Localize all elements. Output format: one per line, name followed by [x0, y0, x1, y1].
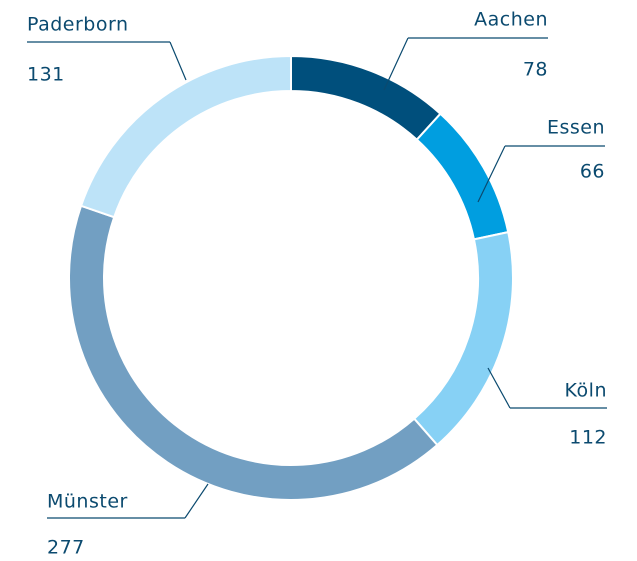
donut-segment	[290, 54, 442, 142]
value-label: 112	[569, 427, 607, 449]
donut-segment	[415, 112, 510, 241]
leader-line	[477, 145, 605, 203]
leader-line	[487, 367, 607, 409]
leader-line	[47, 483, 209, 519]
category-label: Essen	[547, 117, 605, 139]
category-label: Paderborn	[27, 14, 129, 36]
donut-segment	[79, 54, 292, 219]
value-label: 131	[27, 64, 65, 86]
value-label: 78	[523, 59, 548, 81]
donut-segment	[68, 204, 439, 501]
leader-line	[27, 41, 187, 81]
value-label: 277	[47, 537, 85, 559]
leader-line	[383, 37, 548, 91]
category-label: Aachen	[474, 9, 548, 31]
category-label: Köln	[565, 380, 607, 402]
value-label: 66	[580, 161, 605, 183]
category-label: Münster	[47, 491, 128, 513]
donut-segment	[412, 230, 514, 447]
